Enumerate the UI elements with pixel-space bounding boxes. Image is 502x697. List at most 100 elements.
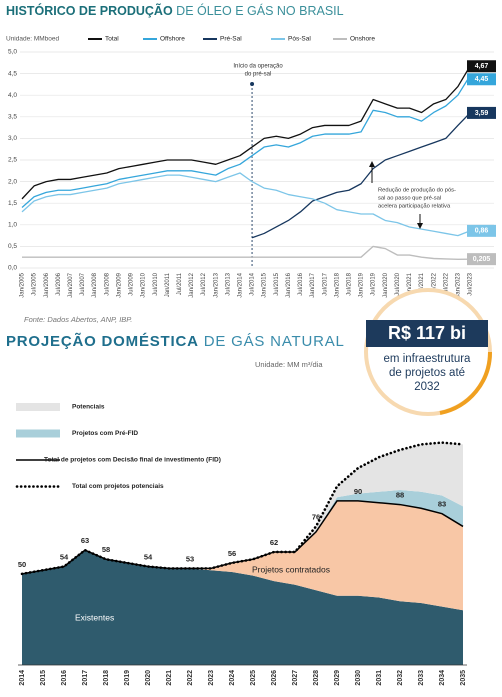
x-tick-label: 2034 xyxy=(439,670,446,686)
y-tick-label: 0,0 xyxy=(8,265,17,272)
x-tick-label: Jul/2012 xyxy=(201,272,207,295)
x-tick-label: 2020 xyxy=(145,670,152,686)
legend-label: Total com projetos potenciais xyxy=(72,483,164,490)
annotation-text: acelera participação relativa xyxy=(378,204,451,210)
x-tick-label: Jan/2023 xyxy=(455,272,461,297)
x-tick-label: 2033 xyxy=(418,670,425,686)
legend-label: Total de projetos com Decisão final de i… xyxy=(44,457,221,464)
callout: R$ 117 bi em infraestrutura de projetos … xyxy=(364,288,493,416)
annotation-reduction: Redução de produção do pós- sal ao passo… xyxy=(369,161,456,229)
callout-headline: R$ 117 bi xyxy=(388,323,466,343)
callout-text: de projetos até xyxy=(389,367,465,379)
legend-label: Pré-Sal xyxy=(220,36,242,43)
x-tick-label: Jan/2013 xyxy=(213,272,219,297)
x-tick-label: Jul/2006 xyxy=(56,272,62,295)
x-tick-label: 2017 xyxy=(82,670,89,686)
x-tick-label: Jan/2012 xyxy=(189,272,195,297)
x-tick-label: 2035 xyxy=(460,670,467,686)
value-label: 53 xyxy=(186,554,194,563)
x-tick-label: 2023 xyxy=(208,670,215,686)
title-light: DE GÁS NATURAL xyxy=(204,333,345,350)
stacked-area xyxy=(22,550,463,665)
legend-swatch xyxy=(16,403,60,411)
x-tick-label: Jan/2017 xyxy=(310,272,316,297)
legend-label: Onshore xyxy=(350,36,375,43)
annotation-dot xyxy=(250,82,255,86)
x-tick-label: Jan/2006 xyxy=(44,272,50,297)
y-tick-label: 5,0 xyxy=(8,49,17,56)
chart-gas-projection: 2014 2015 2016 2017 2018 2019 2020 2021 2022 2023… xyxy=(18,441,467,686)
y-tick-label: 4,5 xyxy=(8,70,17,77)
source-note: Fonte: Dados Abertos, ANP, IBP. xyxy=(24,315,132,324)
value-label: 62 xyxy=(270,538,278,547)
value-label: 50 xyxy=(18,560,26,569)
y-tick-label: 0,5 xyxy=(8,243,17,250)
stacked-area xyxy=(22,489,463,574)
annotation-text: sal ao passo que pré-sal xyxy=(378,196,441,202)
x-tick-label: Jul/2022 xyxy=(443,272,449,295)
value-label: 83 xyxy=(438,500,446,509)
x-tick-label: Jul/2014 xyxy=(250,272,256,295)
x-tick-label: Jul/2015 xyxy=(274,272,280,295)
x-tick-label: 2026 xyxy=(271,670,278,686)
legend: Total Offshore Pré-Sal Pós-Sal Onshore xyxy=(88,36,375,43)
value-label-box xyxy=(467,60,496,73)
legend: Potenciais Projetos com Pré-FID Total de p… xyxy=(15,403,221,490)
legend-label: Projetos com Pré-FID xyxy=(72,430,138,437)
x-tick-label: Jan/2009 xyxy=(116,272,122,297)
value-label-box xyxy=(467,253,496,266)
x-tick-label: 2029 xyxy=(334,670,341,686)
annotation-text: do pré-sal xyxy=(245,72,272,78)
x-tick-label: 2014 xyxy=(19,670,26,686)
stacked-area xyxy=(22,442,463,574)
value-label-box xyxy=(467,106,496,119)
x-tick-label: Jul/2018 xyxy=(346,272,352,295)
y-tick-label: 2,5 xyxy=(8,157,17,164)
x-tick-label: 2015 xyxy=(40,670,47,686)
x-tick-label: Jan/2008 xyxy=(92,272,98,297)
total-line xyxy=(20,441,465,576)
arrow-head xyxy=(417,223,423,229)
x-tick-label: Jul/2010 xyxy=(153,272,159,295)
unit-label: Unidade: MMboed xyxy=(6,36,59,43)
x-tick-label: Jan/2015 xyxy=(262,272,268,297)
arrow-head xyxy=(369,161,375,167)
series-line xyxy=(22,245,471,261)
x-tick-label: 2018 xyxy=(103,670,110,686)
y-tick-label: 2,0 xyxy=(8,178,17,185)
x-tick-label: 2028 xyxy=(313,670,320,686)
y-tick-label: 4,0 xyxy=(8,92,17,99)
x-tick-label: Jul/2019 xyxy=(371,272,377,295)
value-label: 0,205 xyxy=(473,256,491,263)
value-label: 54 xyxy=(144,553,153,562)
value-label-box xyxy=(467,224,496,237)
x-tick-label: Jan/2016 xyxy=(286,272,292,297)
callout-text: em infraestrutura xyxy=(384,353,472,365)
y-tick-label: 1,0 xyxy=(8,222,17,229)
x-tick-label: Jul/2020 xyxy=(395,272,401,295)
legend-swatch xyxy=(16,429,60,438)
value-label: 4,45 xyxy=(475,76,489,83)
callout-arc xyxy=(439,351,493,415)
annotation-text: Redução de produção do pós- xyxy=(378,188,456,194)
series-line xyxy=(21,172,471,237)
value-label: 88 xyxy=(396,491,404,500)
value-label: 56 xyxy=(228,549,236,558)
unit-label: Unidade: MM m³/dia xyxy=(255,360,323,369)
x-tick-label: Jan/2011 xyxy=(165,272,171,297)
title-bold: PROJEÇÃO DOMÉSTICA xyxy=(6,332,199,350)
chart-title: PROJEÇÃO DOMÉSTICA DE GÁS NATURAL xyxy=(6,332,345,350)
y-tick-label: 3,5 xyxy=(8,114,17,121)
x-tick-label: Jul/2008 xyxy=(104,272,110,295)
series-line xyxy=(251,112,471,239)
value-label-box xyxy=(467,73,496,86)
area-label: Projetos contratados xyxy=(252,564,330,574)
x-tick-label: Jul/2013 xyxy=(225,272,231,295)
stacked-area xyxy=(22,500,463,611)
x-tick-label: Jul/2021 xyxy=(419,272,425,295)
x-tick-label: Jan/2021 xyxy=(407,272,413,297)
callout-text: 2032 xyxy=(414,381,440,393)
x-tick-label: Jan/2005 xyxy=(20,272,26,297)
